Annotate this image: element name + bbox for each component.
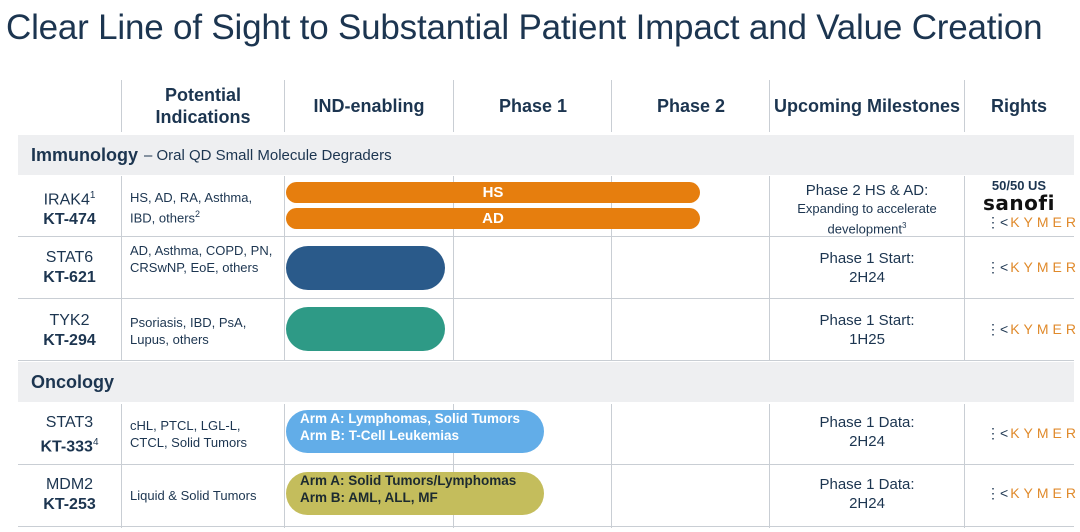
section-name: Oncology (31, 371, 115, 392)
kymera-logo: ⋮<KYMERA (986, 425, 1080, 441)
rights-split: 50/50 US (991, 178, 1047, 193)
grid-line (284, 176, 285, 360)
grid-line (453, 404, 454, 528)
program-bar-ad: AD (286, 208, 700, 229)
gene-name: MDM2 (45, 476, 94, 493)
arm-a-label: Arm A: Lymphomas, Solid Tumors (300, 411, 521, 426)
row-divider (18, 236, 1074, 237)
target-tyk2: TYK2 KT-294 (18, 311, 121, 351)
header-milestones: Upcoming Milestones (773, 96, 961, 116)
milestone-stat6: Phase 1 Start: 2H24 (819, 250, 915, 286)
grid-line (769, 176, 770, 360)
compound-code: KT-474 (43, 211, 96, 229)
milestone-tyk2: Phase 1 Start: 1H25 (819, 312, 915, 348)
compound-code: KT-253 (43, 496, 96, 513)
compound-code: KT-3334 (40, 437, 99, 456)
program-bar-mdm2: Arm A: Solid Tumors/Lymphomas Arm B: AML… (286, 472, 544, 515)
gene-name: STAT6 (45, 249, 94, 266)
arm-b-label: Arm B: AML, ALL, MF (300, 490, 438, 505)
gene-name: STAT3 (45, 414, 94, 431)
indications-irak4: HS, AD, RA, Asthma, IBD, others2 (130, 190, 253, 226)
row-divider (18, 298, 1074, 299)
program-bar-stat3: Arm A: Lymphomas, Solid Tumors Arm B: T-… (286, 410, 544, 453)
page-title: Clear Line of Sight to Substantial Patie… (6, 8, 1043, 47)
program-bar-stat6 (286, 246, 445, 290)
program-bar-hs: HS (286, 182, 700, 203)
target-mdm2: MDM2 KT-253 (18, 475, 121, 515)
kymera-logo: ⋮<KYMERA (986, 485, 1080, 501)
header-phase1: Phase 1 (498, 96, 568, 116)
indications-tyk2: Psoriasis, IBD, PsA, Lupus, others (130, 315, 247, 347)
arm-b-label: Arm B: T-Cell Leukemias (300, 428, 460, 443)
grid-line (121, 80, 122, 132)
grid-line (769, 80, 770, 132)
compound-code: KT-294 (43, 332, 96, 349)
grid-line (453, 176, 454, 360)
header-indications: Potential Indications (155, 85, 251, 127)
target-stat3: STAT3 KT-3334 (18, 413, 121, 457)
kymera-logo: ⋮<KYMERA (986, 214, 1080, 230)
grid-line (611, 176, 612, 360)
grid-line (611, 80, 612, 132)
kymera-logo: ⋮<KYMERA (986, 321, 1080, 337)
grid-line (611, 404, 612, 528)
section-oncology: Oncology (18, 362, 1074, 402)
grid-line (453, 80, 454, 132)
grid-line (769, 404, 770, 528)
target-irak4: IRAK41 KT-474 (18, 186, 121, 230)
gene-name: IRAK41 (43, 190, 96, 209)
grid-line (964, 176, 965, 360)
milestone-mdm2: Phase 1 Data: 2H24 (819, 476, 915, 512)
grid-line (284, 404, 285, 528)
program-bar-tyk2 (286, 307, 445, 351)
compound-code: KT-621 (43, 269, 96, 286)
grid-line (964, 404, 965, 528)
grid-line (964, 80, 965, 132)
header-ind-enabling: IND-enabling (313, 96, 425, 116)
arm-a-label: Arm A: Solid Tumors/Lymphomas (300, 473, 517, 488)
target-stat6: STAT6 KT-621 (18, 248, 121, 288)
grid-line (121, 404, 122, 528)
row-divider (18, 360, 1074, 361)
row-divider (18, 464, 1074, 465)
kymera-logo: ⋮<KYMERA (986, 259, 1080, 275)
grid-line (284, 80, 285, 132)
sanofi-logo: sanofi (983, 191, 1055, 215)
section-subtitle: – Oral QD Small Molecule Degraders (144, 146, 392, 164)
grid-line (121, 176, 122, 360)
header-phase2: Phase 2 (656, 96, 726, 116)
header-rights: Rights (991, 96, 1047, 116)
gene-name: TYK2 (49, 312, 90, 329)
indications-mdm2: Liquid & Solid Tumors (130, 488, 257, 503)
section-name: Immunology (31, 144, 138, 165)
section-immunology: Immunology – Oral QD Small Molecule Degr… (18, 135, 1074, 175)
row-divider (18, 526, 1074, 527)
milestone-stat3: Phase 1 Data: 2H24 (819, 414, 915, 450)
indications-stat6: AD, Asthma, COPD, PN, CRSwNP, EoE, other… (130, 243, 273, 275)
milestone-irak4: Phase 2 HS & AD: Expanding to accelerate… (797, 182, 937, 237)
rights-irak4: 50/50 US sanofi (966, 178, 1072, 213)
indications-stat3: cHL, PTCL, LGL-L, CTCL, Solid Tumors (130, 418, 248, 450)
